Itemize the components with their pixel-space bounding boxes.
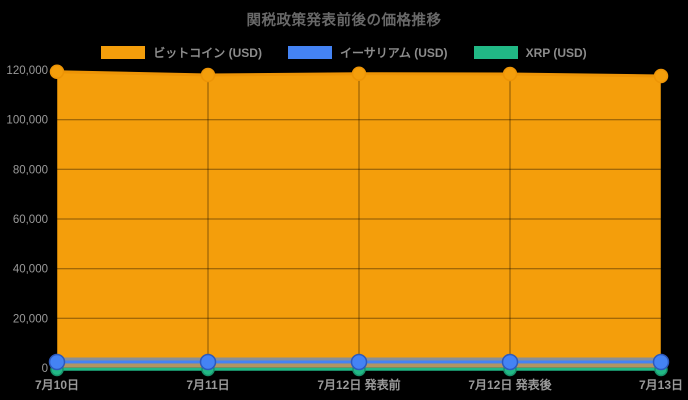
ethereum-point[interactable] — [199, 353, 217, 371]
gridlines — [56, 69, 662, 369]
y-axis-labels: 0 20,000 40,000 60,000 80,000 100,000 120,000 — [6, 65, 48, 375]
legend-item-ethereum[interactable]: イーサリアム (USD) — [287, 44, 448, 61]
ethereum-legend-swatch — [287, 46, 332, 59]
ethereum-point[interactable] — [350, 353, 368, 371]
svg-text:40,000: 40,000 — [13, 264, 48, 276]
bitcoin-legend-label: ビットコイン (USD) — [153, 46, 262, 60]
legend: ビットコイン (USD) イーサリアム (USD) XRP (USD) — [0, 44, 688, 61]
bitcoin-point[interactable] — [653, 68, 669, 84]
svg-text:100,000: 100,000 — [6, 115, 48, 127]
svg-text:80,000: 80,000 — [13, 164, 48, 176]
svg-text:120,000: 120,000 — [6, 65, 48, 77]
svg-text:7月13日: 7月13日 — [639, 378, 683, 392]
bitcoin-area — [57, 71, 661, 368]
legend-item-bitcoin[interactable]: ビットコイン (USD) — [101, 44, 262, 61]
svg-text:0: 0 — [42, 363, 48, 375]
bitcoin-legend-swatch — [101, 46, 146, 59]
bitcoin-point[interactable] — [351, 66, 367, 81]
chart-title: 関税政策発表前後の価格推移 — [246, 13, 442, 29]
xrp-legend-swatch — [473, 46, 518, 59]
svg-text:7月10日: 7月10日 — [35, 378, 79, 392]
svg-text:7月11日: 7月11日 — [186, 378, 229, 392]
svg-text:20,000: 20,000 — [13, 313, 48, 325]
svg-text:7月12日 発表後: 7月12日 発表後 — [468, 377, 552, 392]
ethereum-point[interactable] — [501, 353, 519, 371]
ethereum-point[interactable] — [48, 353, 66, 371]
svg-text:7月12日 発表前: 7月12日 発表前 — [317, 377, 400, 392]
ethereum-legend-label: イーサリアム (USD) — [339, 46, 448, 60]
bitcoin-point[interactable] — [49, 64, 65, 79]
bitcoin-point[interactable] — [200, 67, 216, 83]
bitcoin-point[interactable] — [502, 66, 518, 82]
ethereum-point[interactable] — [652, 353, 670, 371]
legend-item-xrp[interactable]: XRP (USD) — [473, 45, 587, 60]
xrp-legend-label: XRP (USD) — [525, 45, 587, 60]
x-axis-labels: 7月10日 7月11日 7月12日 発表前 7月12日 発表後 7月13日 — [35, 377, 683, 392]
svg-text:60,000: 60,000 — [13, 214, 48, 226]
